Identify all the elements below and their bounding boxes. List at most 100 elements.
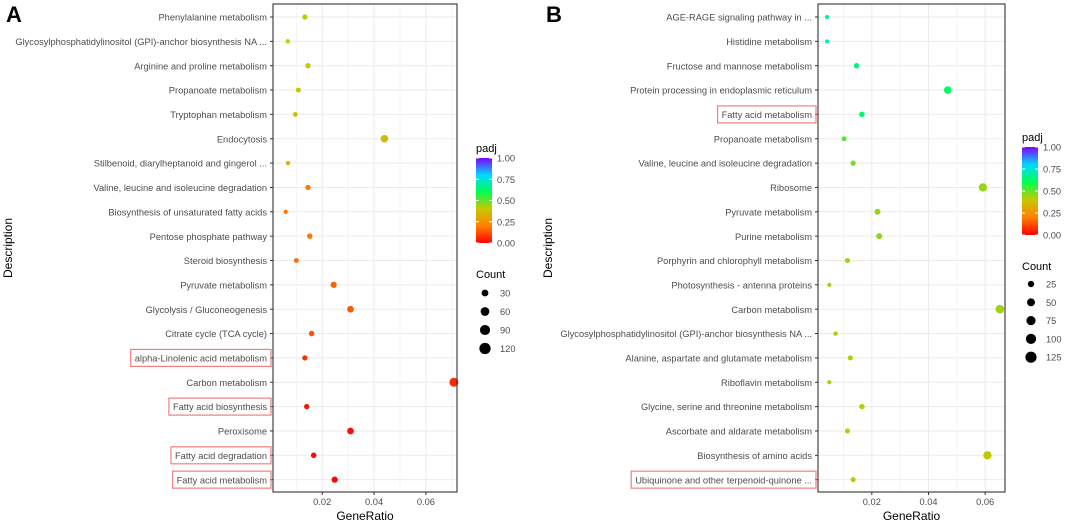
y-tick-label: Riboflavin metabolism <box>721 378 812 388</box>
data-point <box>850 477 856 483</box>
highlight-box <box>170 446 272 465</box>
y-tick-label: Fructose and mannose metabolism <box>667 61 812 71</box>
y-tick-label: Tryptophan metabolism <box>170 110 267 120</box>
data-point <box>380 134 389 143</box>
data-point <box>292 111 298 117</box>
size-legend-dot <box>481 289 489 297</box>
y-tick-label: Biosynthesis of amino acids <box>697 451 812 461</box>
x-axis-title: GeneRatio <box>336 509 394 523</box>
plot-border <box>272 3 458 493</box>
data-point <box>825 15 830 19</box>
data-point <box>859 111 865 118</box>
size-legend-label: 100 <box>1046 334 1062 344</box>
data-point <box>305 184 311 191</box>
data-point <box>331 476 338 483</box>
y-tick-label: Fatty acid metabolism <box>722 110 813 120</box>
color-bar-label: 0.25 <box>1043 209 1061 219</box>
data-point <box>330 281 337 288</box>
highlight-box <box>168 397 272 416</box>
data-point <box>305 63 311 69</box>
data-point <box>874 208 881 215</box>
data-point <box>983 451 992 460</box>
y-tick-label: Valine, leucine and isoleucine degradati… <box>94 183 268 193</box>
color-bar <box>1022 147 1038 235</box>
data-point <box>295 87 301 93</box>
data-point <box>995 304 1005 314</box>
data-point <box>859 403 865 410</box>
y-tick-label: Steroid biosynthesis <box>184 256 268 266</box>
y-axis-title: Description <box>1 218 15 278</box>
data-point <box>347 305 354 313</box>
data-point <box>283 209 288 214</box>
y-tick-label: Alanine, aspartate and glutamate metabol… <box>625 354 812 364</box>
data-point <box>844 258 850 263</box>
plot-area <box>273 4 457 492</box>
color-legend-title: padj <box>1022 132 1043 144</box>
data-point <box>876 233 883 240</box>
data-point <box>307 233 313 239</box>
data-point <box>347 427 354 435</box>
y-tick-label: Glycolysis / Gluconeogenesis <box>146 305 268 315</box>
x-tick-label: 0.04 <box>365 497 383 507</box>
data-point <box>850 160 856 166</box>
y-tick-label: Biosynthesis of unsaturated fatty acids <box>108 207 267 217</box>
data-point <box>827 380 832 385</box>
size-legend-label: 90 <box>500 326 510 336</box>
y-tick-label: Arginine and proline metabolism <box>134 61 267 71</box>
y-tick-label: Photosynthesis - antenna proteins <box>671 280 812 290</box>
data-point <box>285 39 290 44</box>
color-bar-label: 0.00 <box>497 239 515 249</box>
data-point <box>841 136 847 142</box>
color-bar-label: 0.50 <box>497 196 515 206</box>
y-tick-label: Glycosylphosphatidylinositol (GPI)-ancho… <box>15 37 267 47</box>
data-point <box>293 258 299 263</box>
size-legend-label: 75 <box>1046 316 1056 326</box>
y-tick-label: Peroxisome <box>218 427 267 437</box>
x-tick-label: 0.02 <box>863 497 881 507</box>
highlight-box <box>630 470 817 489</box>
data-point <box>844 428 850 434</box>
y-tick-label: Porphyrin and chlorophyll metabolism <box>657 256 812 266</box>
y-tick-label: Ascorbate and aldarate metabolism <box>666 427 813 437</box>
color-bar-label: 0.50 <box>1043 187 1061 197</box>
size-legend-dot <box>1027 280 1035 288</box>
y-tick-label: Protein processing in endoplasmic reticu… <box>630 86 812 96</box>
y-tick-label: Valine, leucine and isoleucine degradati… <box>639 159 813 169</box>
color-bar-label: 0.75 <box>497 175 515 185</box>
y-tick-label: Fatty acid biosynthesis <box>173 402 267 412</box>
color-legend-title: padj <box>476 143 497 155</box>
size-legend-label: 25 <box>1046 280 1056 290</box>
x-tick-label: 0.02 <box>313 497 331 507</box>
size-legend-dot <box>479 342 491 355</box>
size-legend-dot <box>479 324 491 336</box>
y-axis-title: Description <box>541 218 555 278</box>
size-legend-title: Count <box>476 269 505 281</box>
panel-label: B <box>546 2 562 27</box>
size-legend-label: 125 <box>1046 353 1062 363</box>
data-point <box>302 14 308 20</box>
y-tick-label: Histidine metabolism <box>726 37 812 47</box>
y-tick-label: Glycine, serine and threonine metabolism <box>641 402 812 412</box>
y-tick-label: Carbon metabolism <box>731 305 812 315</box>
y-tick-label: Carbon metabolism <box>186 378 267 388</box>
size-legend-label: 60 <box>500 307 510 317</box>
y-tick-label: Ribosome <box>770 183 812 193</box>
data-point <box>827 282 832 287</box>
color-bar <box>476 158 492 243</box>
data-point <box>449 377 459 387</box>
y-tick-label: Purine metabolism <box>735 232 812 242</box>
y-tick-label: AGE-RAGE signaling pathway in ... <box>666 13 812 23</box>
y-tick-label: Ubiquinone and other terpenoid-quinone .… <box>635 475 812 485</box>
x-axis-title: GeneRatio <box>883 509 941 523</box>
data-point <box>302 355 308 361</box>
y-tick-label: Fatty acid metabolism <box>177 475 268 485</box>
x-tick-label: 0.04 <box>919 497 937 507</box>
panel-a: A Phenylalanine metabolism Glycosylphospha… <box>1 2 516 523</box>
y-tick-label: Propanoate metabolism <box>169 86 267 96</box>
highlight-box <box>171 470 272 489</box>
size-legend-label: 30 <box>500 289 510 299</box>
panel-b: B AGE-RAGE signaling pathway in ... Histid… <box>541 2 1062 523</box>
data-point <box>853 63 860 69</box>
size-legend-dot <box>1025 333 1037 345</box>
